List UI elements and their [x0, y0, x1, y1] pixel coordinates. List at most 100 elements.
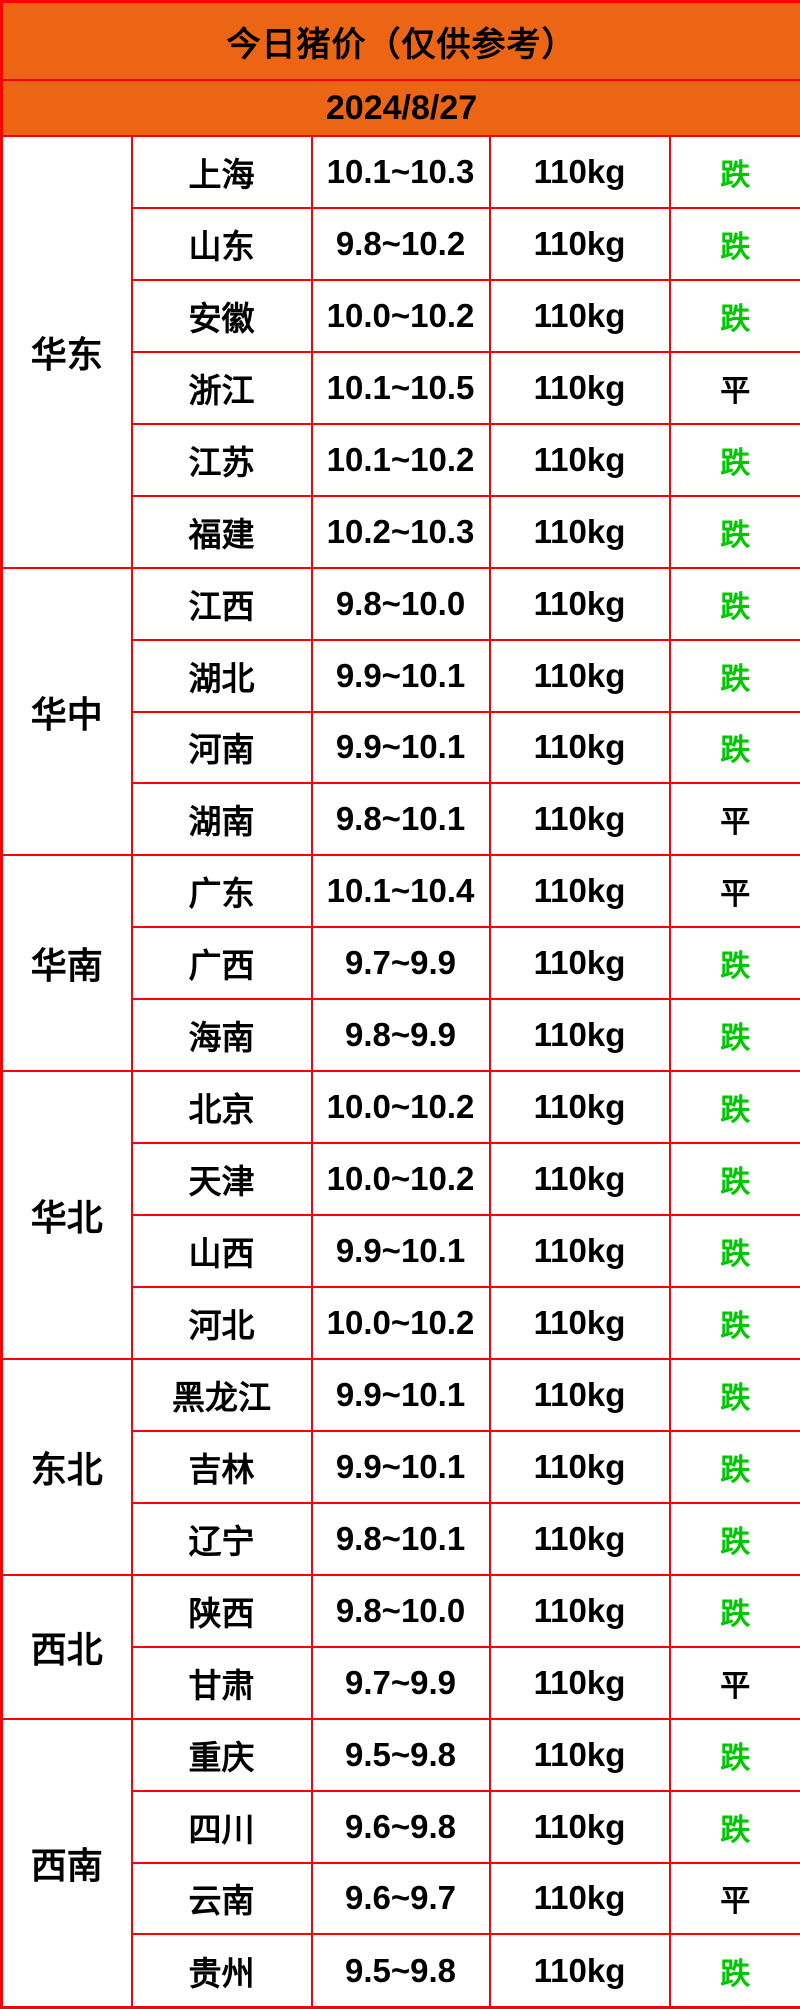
table-row: 山西 9.9~10.1 110kg 跌: [2, 1214, 800, 1288]
weight-cell: 110kg: [488, 566, 671, 641]
trend-cell: 跌: [668, 1429, 800, 1504]
trend-cell: 跌: [668, 998, 800, 1073]
trend-cell: 跌: [668, 1933, 800, 2009]
table-row: 湖南 9.8~10.1 110kg 平: [2, 782, 800, 857]
table-row: 华南 广东 10.1~10.4 110kg 平: [0, 854, 800, 1073]
province-cell: 北京: [130, 1070, 313, 1145]
table-row: 华中 江西 9.8~10.0 110kg 跌: [0, 566, 800, 857]
weight-cell: 110kg: [488, 1070, 671, 1145]
trend-cell: 平: [668, 782, 800, 857]
weight-cell: 110kg: [488, 1645, 671, 1720]
price-cell: 9.8~10.2: [310, 206, 491, 281]
table-row: 湖北 9.9~10.1 110kg 跌: [2, 638, 800, 713]
trend-cell: 跌: [668, 566, 800, 641]
price-cell: 10.2~10.3: [310, 494, 491, 569]
price-cell: 9.8~10.0: [310, 1573, 491, 1648]
price-cell: 10.1~10.2: [310, 422, 491, 497]
price-cell: 9.6~9.7: [310, 1861, 491, 1936]
province-cell: 福建: [130, 494, 313, 569]
price-cell: 9.9~10.1: [310, 1357, 491, 1432]
price-cell: 9.5~9.8: [310, 1933, 491, 2009]
weight-cell: 110kg: [488, 1789, 671, 1864]
table-row: 辽宁 9.8~10.1 110kg 跌: [2, 1501, 800, 1576]
weight-cell: 110kg: [488, 926, 671, 1001]
price-cell: 9.9~10.1: [310, 710, 491, 785]
province-cell: 辽宁: [130, 1501, 313, 1576]
province-cell: 山东: [130, 206, 313, 281]
trend-cell: 跌: [668, 1573, 800, 1648]
price-cell: 10.0~10.2: [310, 1070, 491, 1145]
trend-cell: 跌: [668, 1789, 800, 1864]
table-row: 河北 10.0~10.2 110kg 跌: [2, 1286, 800, 1360]
price-cell: 9.5~9.8: [310, 1717, 491, 1792]
province-cell: 黑龙江: [130, 1357, 313, 1432]
price-cell: 10.0~10.2: [310, 1286, 491, 1360]
province-cell: 海南: [130, 998, 313, 1073]
table-row: 江苏 10.1~10.2 110kg 跌: [2, 422, 800, 497]
price-cell: 9.8~10.0: [310, 566, 491, 641]
weight-cell: 110kg: [488, 1286, 671, 1360]
province-cell: 江西: [130, 566, 313, 641]
province-cell: 陕西: [130, 1573, 313, 1648]
province-cell: 四川: [130, 1789, 313, 1864]
trend-cell: 跌: [668, 1717, 800, 1792]
province-cell: 浙江: [130, 350, 313, 425]
trend-cell: 跌: [668, 926, 800, 1001]
province-cell: 重庆: [130, 1717, 313, 1792]
province-cell: 广东: [130, 854, 313, 929]
price-cell: 9.8~9.9: [310, 998, 491, 1073]
trend-cell: 跌: [668, 710, 800, 785]
weight-cell: 110kg: [488, 782, 671, 857]
region-cell: 东北: [0, 1357, 133, 1576]
table-row: 河南 9.9~10.1 110kg 跌: [2, 710, 800, 785]
trend-cell: 跌: [668, 1070, 800, 1145]
weight-cell: 110kg: [488, 1357, 671, 1432]
trend-cell: 跌: [668, 1357, 800, 1432]
province-cell: 湖南: [130, 782, 313, 857]
region-cell: 西北: [0, 1573, 133, 1720]
table-row: 四川 9.6~9.8 110kg 跌: [2, 1789, 800, 1864]
weight-cell: 110kg: [488, 854, 671, 929]
weight-cell: 110kg: [488, 1717, 671, 1792]
trend-cell: 跌: [668, 206, 800, 281]
trend-cell: 平: [668, 1645, 800, 1720]
region-cell: 西南: [0, 1717, 133, 2009]
title-row: 今日猪价（仅供参考）: [0, 0, 800, 81]
price-cell: 9.9~10.1: [310, 1429, 491, 1504]
table-row: 安徽 10.0~10.2 110kg 跌: [2, 278, 800, 353]
price-cell: 10.0~10.2: [310, 278, 491, 353]
table-row: 西南 重庆 9.5~9.8 110kg 跌: [0, 1717, 800, 2009]
price-cell: 9.9~10.1: [310, 1214, 491, 1288]
price-cell: 10.1~10.4: [310, 854, 491, 929]
province-cell: 天津: [130, 1142, 313, 1217]
table-row: 浙江 10.1~10.5 110kg 平: [2, 350, 800, 425]
weight-cell: 110kg: [488, 638, 671, 713]
region-cell: 华中: [0, 566, 133, 857]
trend-cell: 跌: [668, 1214, 800, 1288]
table-row: 福建 10.2~10.3 110kg 跌: [2, 494, 800, 569]
province-cell: 河南: [130, 710, 313, 785]
province-cell: 江苏: [130, 422, 313, 497]
table-row: 东北 黑龙江 9.9~10.1 110kg 跌: [0, 1357, 800, 1576]
weight-cell: 110kg: [488, 1429, 671, 1504]
trend-cell: 跌: [668, 135, 800, 209]
table-row: 甘肃 9.7~9.9 110kg 平: [2, 1645, 800, 1720]
price-cell: 10.1~10.3: [310, 135, 491, 209]
province-cell: 吉林: [130, 1429, 313, 1504]
table-row: 云南 9.6~9.7 110kg 平: [2, 1861, 800, 1936]
table-row: 广西 9.7~9.9 110kg 跌: [2, 926, 800, 1001]
weight-cell: 110kg: [488, 1573, 671, 1648]
weight-cell: 110kg: [488, 1501, 671, 1576]
region-cell: 华东: [0, 135, 133, 569]
province-cell: 广西: [130, 926, 313, 1001]
province-cell: 安徽: [130, 278, 313, 353]
table-row: 华东 上海 10.1~10.3 110kg 跌: [0, 135, 800, 569]
price-cell: 9.6~9.8: [310, 1789, 491, 1864]
table-row: 华北 北京 10.0~10.2 110kg 跌: [0, 1070, 800, 1360]
date-row: 2024/8/27: [0, 79, 800, 137]
table-row: 海南 9.8~9.9 110kg 跌: [2, 998, 800, 1073]
weight-cell: 110kg: [488, 710, 671, 785]
